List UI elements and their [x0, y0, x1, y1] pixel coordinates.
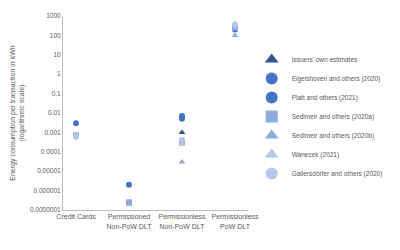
svg-text:Issuers' own estimates: Issuers' own estimates: [292, 56, 358, 63]
svg-text:Sedlmeir and others (2020a): Sedlmeir and others (2020a): [292, 113, 374, 121]
svg-text:1: 1: [57, 70, 61, 77]
svg-text:Gallersdörfer and others (2020: Gallersdörfer and others (2020): [292, 170, 383, 178]
svg-text:10: 10: [53, 51, 61, 58]
svg-text:0.000001: 0.000001: [34, 187, 61, 194]
svg-text:Eigelshoven and others (2020): Eigelshoven and others (2020): [292, 75, 381, 83]
svg-text:Energy consumption per transac: Energy consumption per transaction in kW…: [9, 45, 26, 181]
svg-text:PermissionlessNon-PoW DLT: PermissionlessNon-PoW DLT: [158, 213, 206, 229]
svg-text:0.0000001: 0.0000001: [30, 206, 61, 213]
svg-text:PermissionedNon-PoW DLT: PermissionedNon-PoW DLT: [107, 213, 153, 229]
svg-text:0.0001: 0.0001: [41, 148, 61, 155]
svg-text:100: 100: [50, 32, 61, 39]
svg-text:0.1: 0.1: [52, 90, 61, 97]
svg-text:0.01: 0.01: [48, 109, 61, 116]
svg-text:Wanecek (2021): Wanecek (2021): [292, 151, 339, 159]
svg-text:Platt and others (2021): Platt and others (2021): [292, 94, 358, 102]
svg-text:1000: 1000: [46, 12, 61, 19]
svg-text:0.001: 0.001: [44, 129, 61, 136]
svg-text:PermissionlessPoW DLT: PermissionlessPoW DLT: [211, 213, 259, 229]
svg-text:Credit Cards: Credit Cards: [56, 213, 96, 220]
svg-text:0.00001: 0.00001: [37, 167, 61, 174]
svg-text:Sedlmeir and others (2020b): Sedlmeir and others (2020b): [292, 132, 374, 140]
